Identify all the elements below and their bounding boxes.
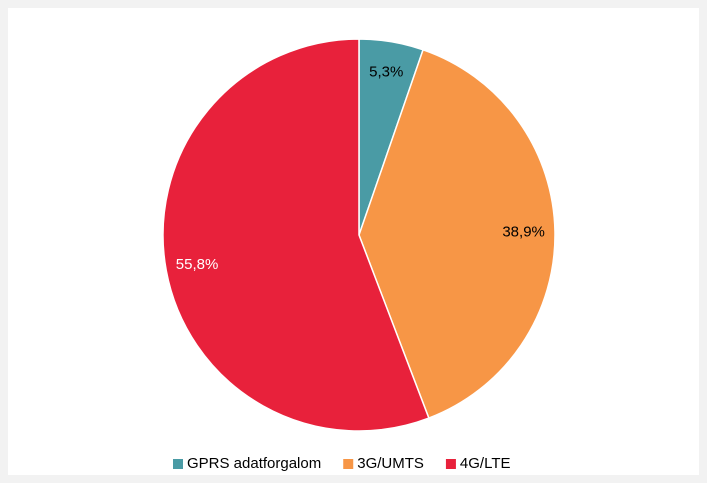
data-label: 5,3% [369, 64, 403, 81]
data-label: 38,9% [502, 223, 545, 240]
data-label: 55,8% [176, 256, 219, 273]
legend-label: 4G/LTE [460, 455, 511, 472]
pie-slice [162, 38, 430, 432]
legend-label: GPRS adatforgalom [187, 455, 321, 472]
legend-swatch [445, 459, 456, 469]
legend-swatch [173, 459, 183, 469]
legend-label: 3G/UMTS [357, 455, 424, 472]
pie-slice [358, 48, 556, 420]
legend-swatch [343, 459, 354, 469]
